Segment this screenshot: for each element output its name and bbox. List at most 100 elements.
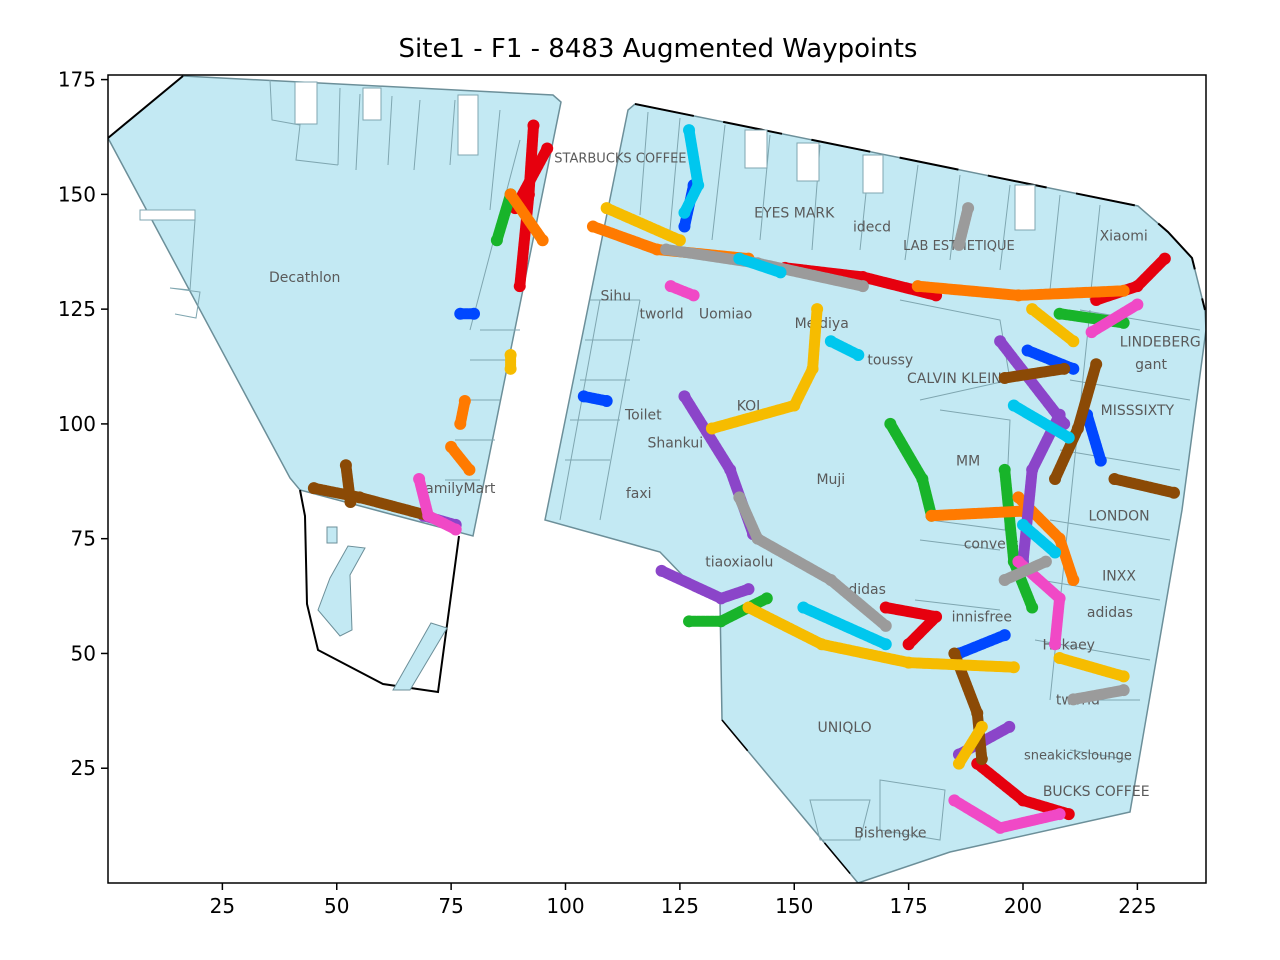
waypoint-point <box>1053 592 1066 605</box>
waypoint-trail <box>706 303 823 434</box>
waypoint-point <box>353 491 366 504</box>
annex-ramp <box>392 622 448 691</box>
waypoint-point <box>600 202 613 215</box>
store-label: Muji <box>816 472 845 488</box>
store-label: faxi <box>626 486 652 502</box>
waypoint-point <box>724 463 737 476</box>
waypoint-point <box>651 243 663 256</box>
waypoint-point <box>344 495 357 508</box>
annex-block <box>326 526 338 544</box>
x-tick-label: 100 <box>546 894 584 918</box>
waypoint-point <box>655 564 668 577</box>
waypoint-point <box>527 119 540 132</box>
waypoint-point <box>930 610 943 623</box>
waypoint-point <box>513 280 526 293</box>
waypoint-point <box>1021 344 1034 357</box>
waypoint-point <box>678 390 691 403</box>
main-outer-wall-bottom <box>721 719 859 883</box>
waypoint-point <box>1049 473 1062 485</box>
waypoint-point <box>975 720 988 733</box>
waypoint-point <box>1053 532 1066 545</box>
waypoint-point <box>797 601 810 614</box>
waypoint-point <box>536 234 549 247</box>
waypoint-point <box>683 124 696 137</box>
waypoint-trail <box>733 491 892 632</box>
waypoint-point <box>1167 486 1180 499</box>
waypoint-point <box>1058 362 1071 375</box>
waypoint-point <box>852 349 865 362</box>
waypoint-point <box>687 289 700 302</box>
chart-title: Site1 - F1 - 8483 Augmented Waypoints <box>399 34 918 64</box>
waypoint-point <box>1085 326 1098 339</box>
waypoint-point <box>458 394 471 407</box>
waypoint-point <box>911 280 924 293</box>
waypoint-point <box>806 362 819 375</box>
waypoint-point <box>902 656 915 669</box>
waypoint-point <box>504 362 517 375</box>
store-label: Bishengke <box>854 826 926 842</box>
waypoint-point <box>998 463 1011 476</box>
waypoint-point <box>1131 298 1144 311</box>
waypoint-point <box>1067 574 1080 586</box>
waypoint-point <box>1049 546 1062 559</box>
waypoint-point <box>742 583 755 596</box>
waypoint-trail <box>1086 299 1143 338</box>
waypoint-point <box>971 707 984 720</box>
waypoint-point <box>1067 335 1080 348</box>
annex-curve <box>317 545 366 637</box>
waypoint-point <box>962 202 975 215</box>
waypoint-point <box>975 753 988 766</box>
store-label: UNIQLO <box>817 720 871 736</box>
waypoint-point <box>660 243 673 256</box>
waypoint-point <box>1017 794 1029 807</box>
waypoint-point <box>504 349 517 362</box>
waypoint-trail <box>1008 400 1075 444</box>
x-tick-label: 225 <box>1118 894 1156 918</box>
waypoint-point <box>1017 518 1029 531</box>
y-tick-label: 150 <box>58 182 96 206</box>
waypoint-point <box>733 252 746 265</box>
y-tick-label: 75 <box>71 527 96 551</box>
building-west <box>108 75 562 537</box>
store-label: MISSSIXTY <box>1101 403 1175 419</box>
waypoint-trail <box>743 602 1020 673</box>
waypoint-trail <box>491 188 517 246</box>
waypoint-point <box>1012 289 1025 302</box>
y-tick-label: 175 <box>58 68 96 92</box>
waypoint-trail <box>999 363 1070 384</box>
waypoint-point <box>925 509 938 522</box>
waypoint-point <box>454 417 467 430</box>
store-label: gant <box>1135 357 1167 373</box>
store-label: EYES MARK <box>754 206 835 222</box>
store-label: INXX <box>1102 568 1136 584</box>
waypoint-point <box>1067 362 1080 375</box>
waypoint-point <box>994 821 1007 834</box>
waypoint-point <box>1117 284 1130 297</box>
waypoint-point <box>449 523 462 536</box>
waypoint-point <box>664 280 677 293</box>
store-label: adidas <box>1087 605 1133 621</box>
waypoint-point <box>742 601 755 614</box>
x-axis: 25 50 75 100 125 150 175 200 225 <box>210 883 1156 918</box>
store-label: LINDEBERG <box>1120 334 1201 350</box>
waypoint-point <box>1049 638 1062 651</box>
waypoint-trail <box>999 556 1052 586</box>
y-tick-label: 100 <box>58 412 96 436</box>
store-label: Toilet <box>624 408 662 424</box>
waypoint-trail <box>953 721 988 770</box>
waypoint-point <box>948 647 961 660</box>
waypoint-point <box>683 615 696 628</box>
waypoint-point <box>1071 422 1084 435</box>
west-outer-wall <box>108 75 184 139</box>
building-west-annex <box>299 489 460 694</box>
waypoint-point <box>445 440 458 453</box>
waypoint-point <box>463 463 476 476</box>
waypoint-point <box>1158 252 1171 265</box>
waypoint-point <box>1108 473 1121 485</box>
waypoint-series <box>307 119 1180 834</box>
waypoint-trail <box>1017 519 1061 558</box>
waypoint-point <box>884 417 897 430</box>
waypoint-trail <box>797 602 892 650</box>
waypoint-point <box>824 574 837 586</box>
waypoint-point <box>692 179 705 192</box>
